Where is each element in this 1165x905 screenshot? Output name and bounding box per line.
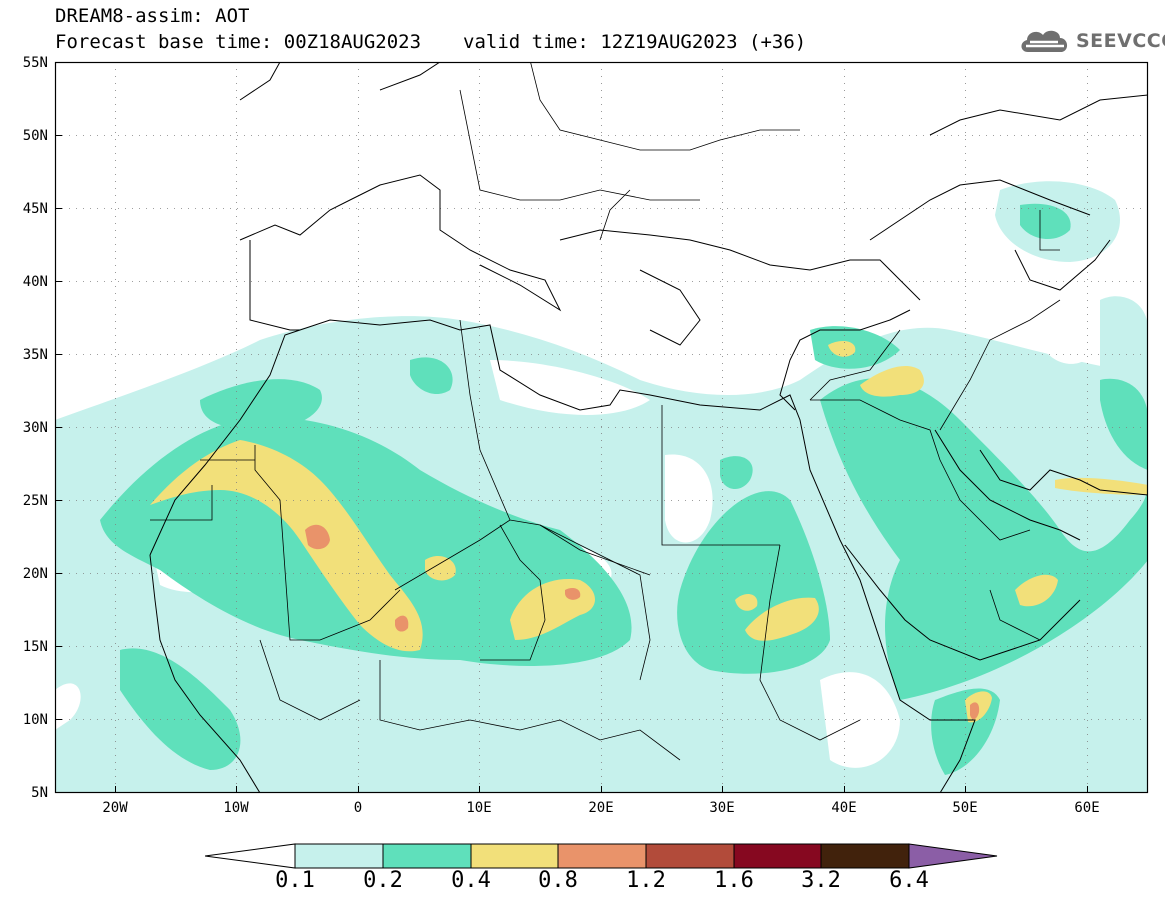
lon-label: 50E [952, 800, 978, 816]
lon-label: 10E [466, 800, 492, 816]
colorbar-label: 1.6 [714, 868, 754, 893]
axis-ticks [55, 135, 1088, 793]
colorbar-swatch-1.6 [733, 843, 822, 869]
colorbar-swatch-3.2 [820, 843, 910, 869]
lon-label: 60E [1074, 800, 1100, 816]
lat-label: 40N [22, 274, 48, 290]
forecast-times: Forecast base time: 00Z18AUG2023 valid ti… [55, 33, 806, 52]
lat-label: 10N [22, 712, 48, 728]
lat-label: 20N [22, 566, 48, 582]
aot-level-0.8 [305, 524, 980, 720]
colorbar-swatch-0.4 [470, 843, 559, 869]
base-time: Forecast base time: 00Z18AUG2023 [55, 31, 422, 53]
colorbar-swatch-1.2 [645, 843, 735, 869]
lat-label: 30N [22, 420, 48, 436]
aot-level-0.4 [150, 340, 1148, 723]
lon-label: 20W [102, 800, 128, 816]
coastlines [149, 62, 1148, 793]
colorbar-label: 3.2 [801, 868, 841, 893]
lon-label: 20E [588, 800, 614, 816]
lat-label: 50N [22, 128, 48, 144]
lat-label: 5N [31, 785, 48, 801]
lat-label: 15N [22, 639, 48, 655]
lon-label: 0 [353, 800, 363, 816]
lat-label: 55N [22, 55, 48, 71]
seevccc-logo: SEEVCCC [1018, 25, 1165, 57]
lat-label: 25N [22, 493, 48, 509]
lon-label: 10W [223, 800, 249, 816]
colorbar [205, 843, 998, 869]
valid-time: valid time: 12Z19AUG2023 (+36) [463, 31, 807, 53]
colorbar-swatch-0.2 [382, 843, 472, 869]
lon-label: 30E [709, 800, 735, 816]
colorbar-swatch-0.8 [557, 843, 647, 869]
cloud-logo-icon [1021, 30, 1068, 52]
map-title: DREAM8-assim: AOT [55, 5, 250, 27]
colorbar-label: 0.2 [363, 868, 403, 893]
colorbar-label: 1.2 [626, 868, 666, 893]
lon-label: 40E [831, 800, 857, 816]
country-borders [150, 62, 1061, 761]
colorbar-label: 0.4 [451, 868, 491, 893]
aot-fields [55, 62, 1148, 793]
colorbar-under-arrow [205, 843, 296, 869]
logo-text: SEEVCCC [1076, 30, 1165, 52]
colorbar-label: 0.1 [275, 868, 315, 893]
colorbar-label: 6.4 [889, 868, 929, 893]
colorbar-swatch-0.1 [294, 843, 384, 869]
colorbar-label: 0.8 [538, 868, 578, 893]
colorbar-over-arrow [908, 843, 998, 869]
lat-label: 45N [22, 201, 48, 217]
lat-label: 35N [22, 347, 48, 363]
